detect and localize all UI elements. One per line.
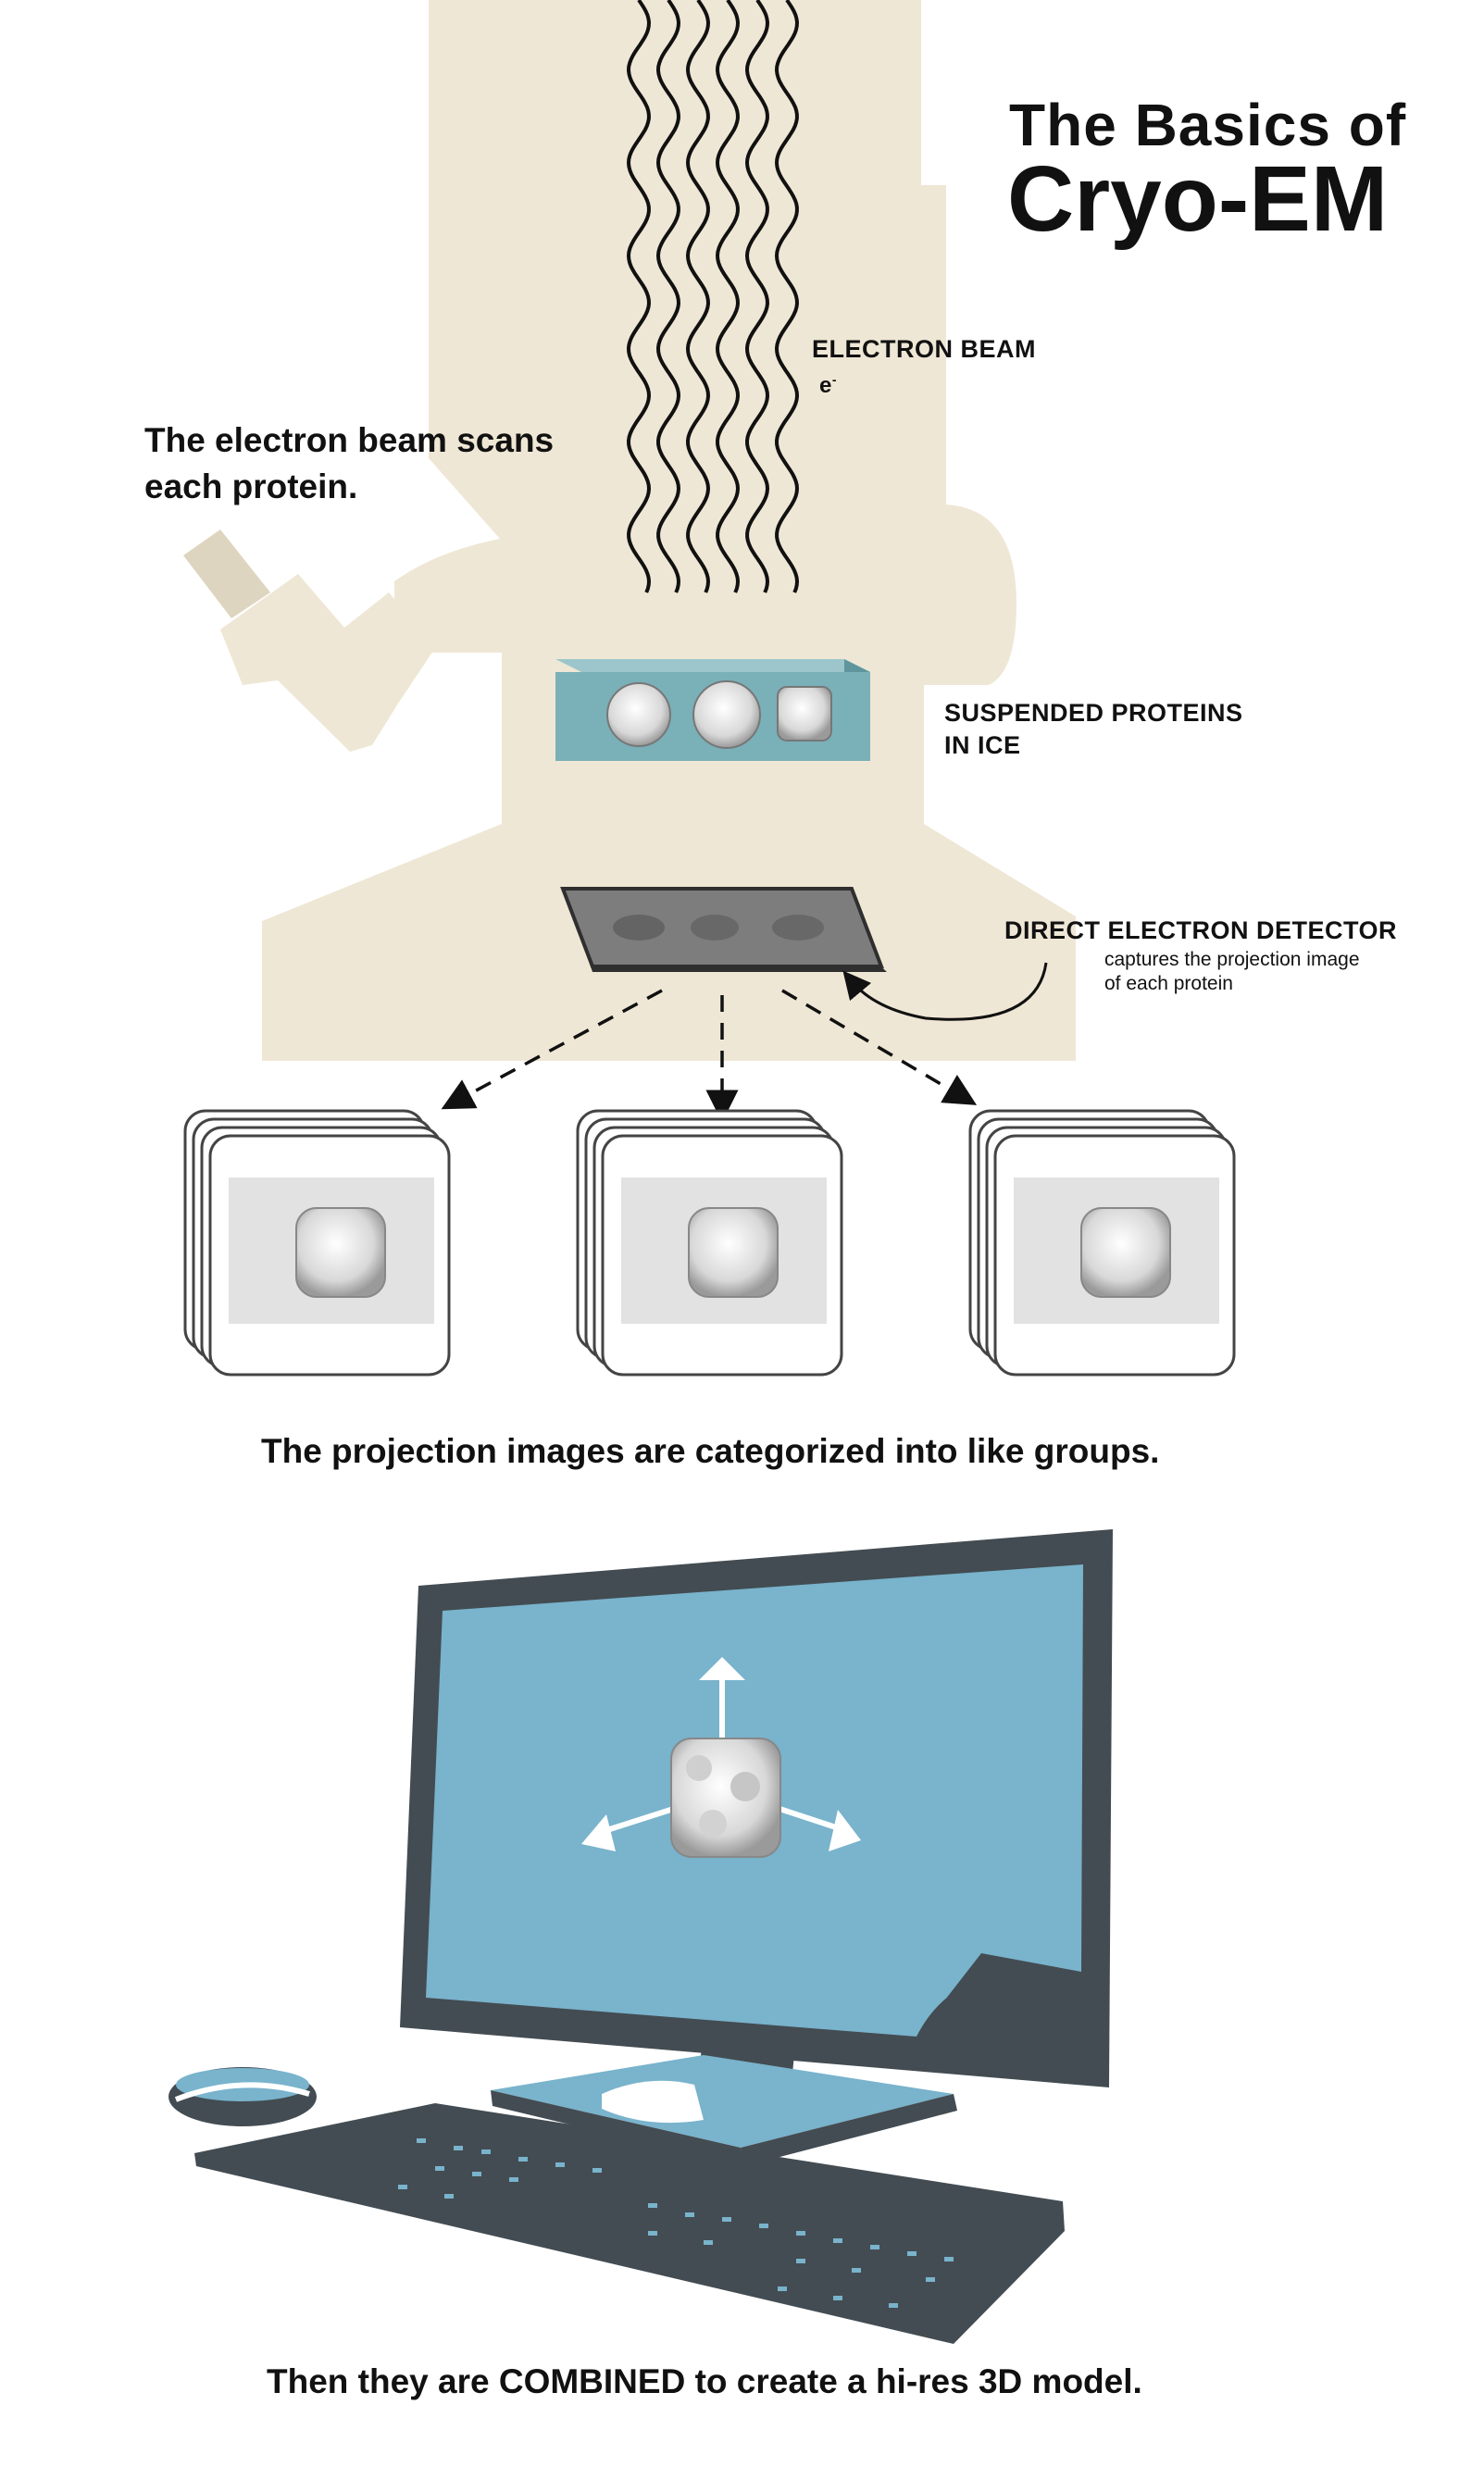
label-detector: DIRECT ELECTRON DETECTOR — [1004, 916, 1398, 944]
keyboard-key — [481, 2149, 491, 2154]
protein-icon — [606, 682, 671, 747]
keyboard-key — [852, 2268, 861, 2273]
projection-image-groups — [183, 1109, 1236, 1377]
microscope-body — [183, 0, 1076, 1061]
keyboard-key — [907, 2251, 917, 2256]
title-line-2: Cryo-EM — [1007, 147, 1389, 251]
protein-icon — [688, 1207, 779, 1298]
keyboard-key — [685, 2212, 694, 2217]
keyboard-key — [509, 2177, 518, 2182]
protein-icon — [692, 680, 761, 749]
keyboard-key — [796, 2231, 805, 2236]
card-stack — [183, 1109, 451, 1377]
keyboard-key — [518, 2157, 528, 2162]
keyboard-key — [796, 2259, 805, 2263]
curved-arrow — [842, 962, 1048, 1021]
protein-icon — [777, 686, 832, 741]
electron-wave — [744, 0, 770, 593]
electron-wave — [655, 0, 681, 593]
protein-icon — [1080, 1207, 1171, 1298]
keyboard-key — [944, 2257, 954, 2261]
keyboard-key — [759, 2224, 768, 2228]
electron-wave — [626, 0, 652, 593]
electron-beam — [626, 0, 800, 593]
label-suspended-line-1: SUSPENDED PROTEINS — [944, 699, 1243, 727]
electron-wave — [685, 0, 711, 593]
card-stack — [576, 1109, 843, 1377]
keyboard-key — [592, 2168, 602, 2173]
label-suspended-line-2: IN ICE — [944, 731, 1021, 759]
direct-electron-detector — [560, 887, 887, 972]
label-detector-sub-2: of each protein — [1104, 973, 1233, 994]
caption-scan-line-1: The electron beam scans — [144, 421, 555, 459]
keyboard-key — [444, 2194, 454, 2199]
keyboard-key — [435, 2166, 444, 2171]
label-electron-symbol: e- — [819, 372, 838, 398]
keyboard-key — [454, 2146, 463, 2150]
ice-block — [555, 659, 870, 761]
keyboard-key — [889, 2303, 898, 2308]
keyboard-key — [648, 2231, 657, 2236]
keyboard-key — [555, 2162, 565, 2167]
caption-categorized: The projection images are categorized in… — [261, 1432, 1160, 1470]
keyboard-key — [833, 2296, 842, 2300]
label-electron-beam: ELECTRON BEAM — [812, 335, 1036, 363]
label-detector-sub-1: captures the projection image — [1104, 949, 1360, 970]
keyboard-key — [472, 2172, 481, 2176]
keyboard-key — [926, 2277, 935, 2282]
projection-arrows — [441, 989, 978, 1123]
keyboard-key — [778, 2286, 787, 2291]
title-line-1: The Basics of — [1009, 92, 1407, 158]
keyboard-key — [704, 2240, 713, 2245]
3d-model — [581, 1657, 861, 1858]
keyboard-key — [417, 2138, 426, 2143]
electron-wave — [774, 0, 800, 593]
keyboard-key — [398, 2185, 407, 2189]
keyboard-key — [722, 2217, 731, 2222]
keyboard-key — [648, 2203, 657, 2208]
electron-wave — [715, 0, 741, 593]
keyboard-key — [870, 2245, 879, 2249]
caption-scan-line-2: each protein. — [144, 467, 358, 505]
computer-mouse — [168, 2067, 317, 2126]
caption-combined: Then they are COMBINED to create a hi-re… — [267, 2362, 1142, 2400]
card-stack — [968, 1109, 1236, 1377]
keyboard-key — [833, 2238, 842, 2243]
keyboard — [194, 2103, 1065, 2344]
protein-icon — [295, 1207, 386, 1298]
